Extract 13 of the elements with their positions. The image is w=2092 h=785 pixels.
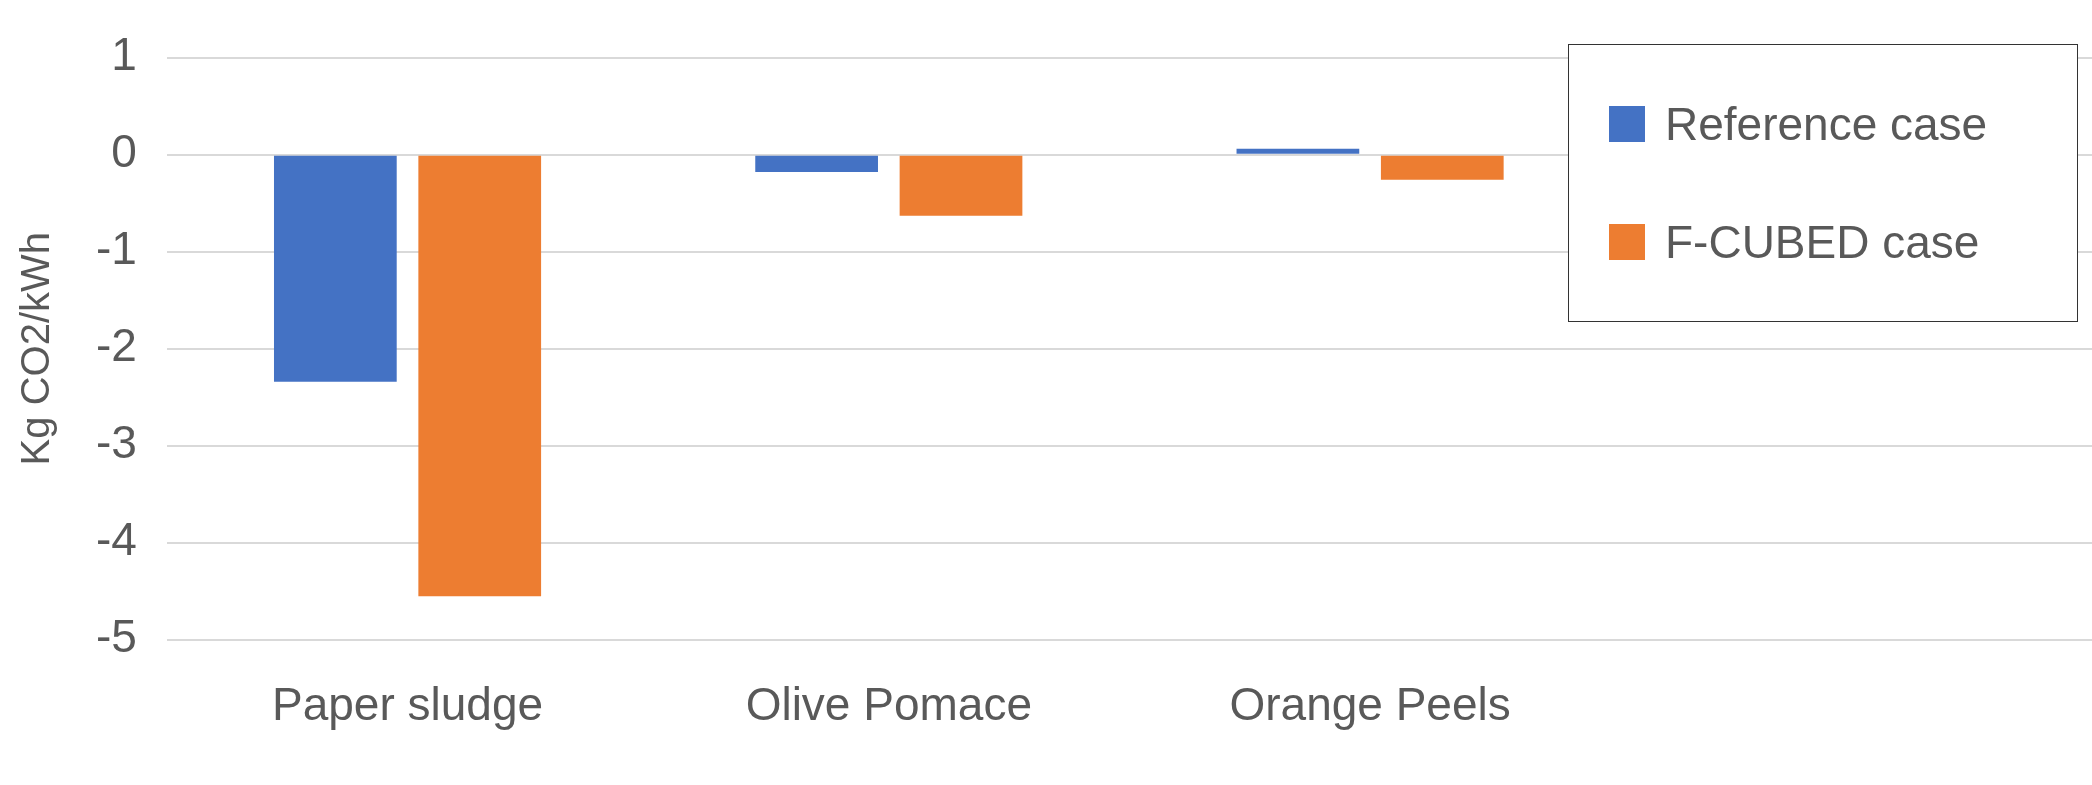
x-tick-label: Orange Peels: [1229, 678, 1511, 731]
y-axis-title: Kg CO2/kWh: [13, 232, 58, 466]
legend-label: F-CUBED case: [1665, 215, 1980, 269]
y-tick-label: -4: [96, 513, 137, 566]
y-tick-label: -2: [96, 319, 137, 372]
x-tick-label: Olive Pomace: [745, 678, 1032, 731]
y-tick-label: -3: [96, 416, 137, 469]
y-tick-label: 0: [111, 125, 137, 178]
y-tick-label: -1: [96, 222, 137, 275]
legend-label: Reference case: [1665, 97, 1988, 151]
x-tick-label: Paper sludge: [271, 678, 544, 731]
y-tick-label: -5: [96, 610, 137, 663]
y-tick-label: 1: [111, 28, 137, 81]
